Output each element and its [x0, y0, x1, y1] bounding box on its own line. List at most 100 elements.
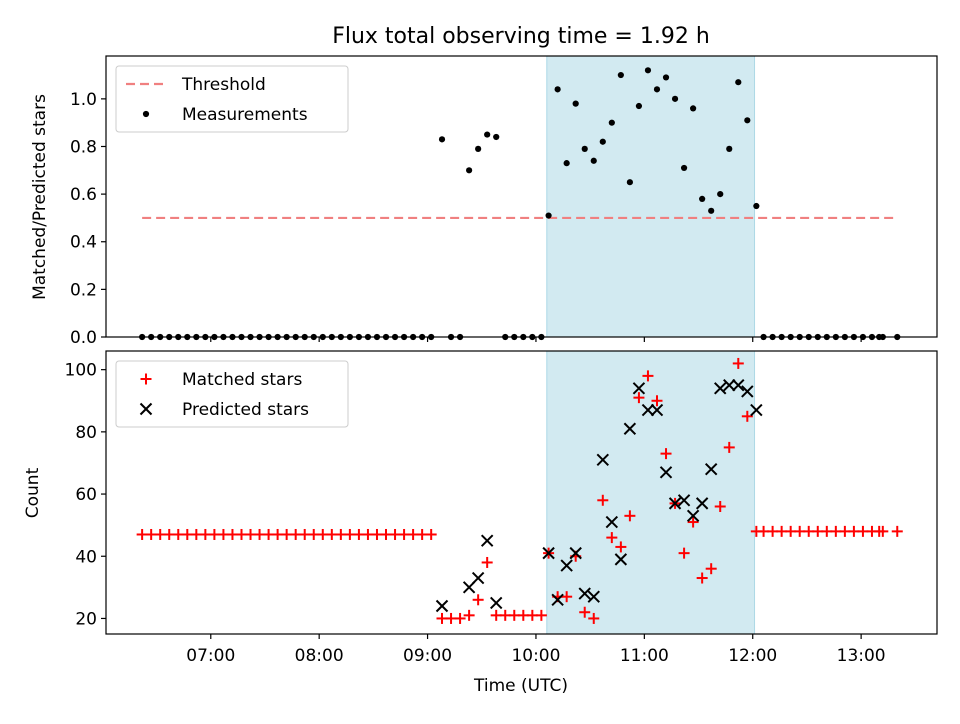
matched-star-point [696, 572, 708, 584]
predicted-star-point [723, 379, 736, 392]
top-axes: 0.0 0.2 0.4 0.6 0.8 1.0 Threshold Measurements [70, 55, 938, 348]
predicted-star-point [435, 599, 449, 613]
top-y-tick-label: 0.6 [70, 185, 97, 205]
predicted-star-point [578, 587, 591, 600]
matched-star-point [606, 532, 618, 544]
top-legend-box [115, 65, 349, 133]
predicted-star-marker-b [695, 497, 709, 510]
x-tick-label: 08:00 [295, 646, 344, 666]
measurement-point [662, 74, 670, 81]
x-axis-label: Time (UTC) [473, 676, 568, 696]
matched-star-point [624, 510, 636, 522]
top-y-axis-label: Matched/Predicted stars [30, 94, 50, 300]
matched-star-point [633, 392, 645, 404]
measurement-point [572, 100, 579, 107]
top-y-tick-label: 0.2 [70, 280, 97, 300]
measurement-point [626, 179, 633, 186]
measurement-point [599, 138, 606, 145]
measurement-point [545, 212, 552, 219]
top-y-tick-label: 1.0 [70, 90, 97, 110]
measurement-point [466, 167, 473, 174]
matched-star-point [535, 609, 547, 621]
matched-star-point [651, 395, 663, 407]
matched-star-point [741, 410, 753, 422]
top-y-tick-label: 0.0 [70, 328, 97, 348]
predicted-star-point [677, 494, 691, 507]
measurement-point [690, 105, 697, 112]
predicted-star-point [596, 453, 610, 467]
legend-entry-label: Matched stars [182, 370, 302, 390]
predicted-star-point [551, 593, 564, 606]
measurement-point [590, 157, 597, 164]
predicted-star-point [587, 590, 600, 603]
bottom-y-tick-label: 20 [75, 609, 97, 629]
matched-star-point [454, 612, 466, 624]
measurement-point [753, 202, 760, 210]
measurement-point [438, 136, 446, 143]
predicted-star-marker-b [462, 581, 476, 594]
measurement-point [653, 86, 661, 93]
predicted-star-marker-b [471, 571, 485, 585]
matched-star-point [615, 541, 627, 553]
predicted-star-point [695, 497, 709, 510]
predicted-star-marker-b [596, 453, 610, 467]
x-tick-label: 12:00 [728, 646, 777, 666]
predicted-star-point [471, 571, 485, 585]
matched-star-point [705, 563, 717, 575]
predicted-star-marker-b [614, 553, 628, 566]
predicted-star-marker-b [435, 599, 449, 613]
chart-title: Flux total observing time = 1.92 h [332, 24, 710, 49]
matched-star-point [561, 591, 573, 603]
predicted-star-marker-b [750, 403, 763, 417]
predicted-star-point [750, 403, 763, 417]
legend-entry-label: Predicted stars [182, 400, 309, 420]
top-shaded-region [546, 55, 756, 338]
top-y-tick-label: 0.4 [70, 233, 97, 253]
predicted-star-marker-b [714, 382, 727, 395]
measurement-point [744, 117, 751, 124]
x-tick-label: 09:00 [403, 646, 452, 666]
matched-star-point [732, 357, 744, 369]
predicted-star-point [659, 466, 673, 479]
measurement-point [608, 119, 615, 126]
legend-measurement-handle [142, 110, 150, 118]
bottom-legend-box [115, 360, 349, 428]
predicted-star-marker-b [659, 466, 673, 479]
predicted-star-marker-b [480, 534, 494, 547]
matched-star-point [877, 525, 889, 537]
predicted-star-marker-b [668, 497, 682, 510]
bottom-y-tick-label: 40 [75, 547, 97, 567]
matched-star-point [723, 441, 735, 453]
matched-star-point [481, 556, 493, 568]
legend-predicted-handle-b [139, 402, 153, 416]
x-tick-label: 10:00 [511, 646, 560, 666]
matched-star-point [660, 448, 672, 460]
predicted-star-marker-b [551, 593, 564, 606]
measurement-point [644, 67, 652, 74]
predicted-star-point [632, 382, 646, 395]
bottom-y-tick-label: 60 [75, 485, 97, 505]
predicted-star-marker-b [560, 559, 573, 572]
predicted-star-point [650, 403, 664, 417]
top-y-tick-label: 0.8 [70, 137, 97, 157]
predicted-star-point [732, 379, 745, 392]
matched-star-point [463, 609, 475, 621]
matched-star-point [425, 528, 437, 540]
predicted-star-point [605, 515, 619, 529]
predicted-star-marker-b [704, 462, 718, 476]
x-tick-label: 07:00 [186, 646, 235, 666]
matched-star-point [642, 370, 654, 382]
measurement-point [563, 160, 570, 167]
legend-entry-label: Measurements [182, 105, 308, 125]
matched-star-point [687, 516, 699, 528]
measurement-point [708, 207, 715, 214]
bottom-axes: 20 40 60 80 100 07:00 08:00 09:00 10:00 11:00 12:0… [65, 350, 938, 666]
bottom-shaded-region [546, 350, 756, 635]
predicted-star-point [480, 534, 494, 547]
measurement-point [484, 131, 491, 138]
bottom-y-tick-label: 100 [65, 361, 97, 381]
predicted-star-point [542, 546, 555, 560]
predicted-star-point [614, 553, 628, 566]
predicted-star-point [462, 581, 476, 594]
